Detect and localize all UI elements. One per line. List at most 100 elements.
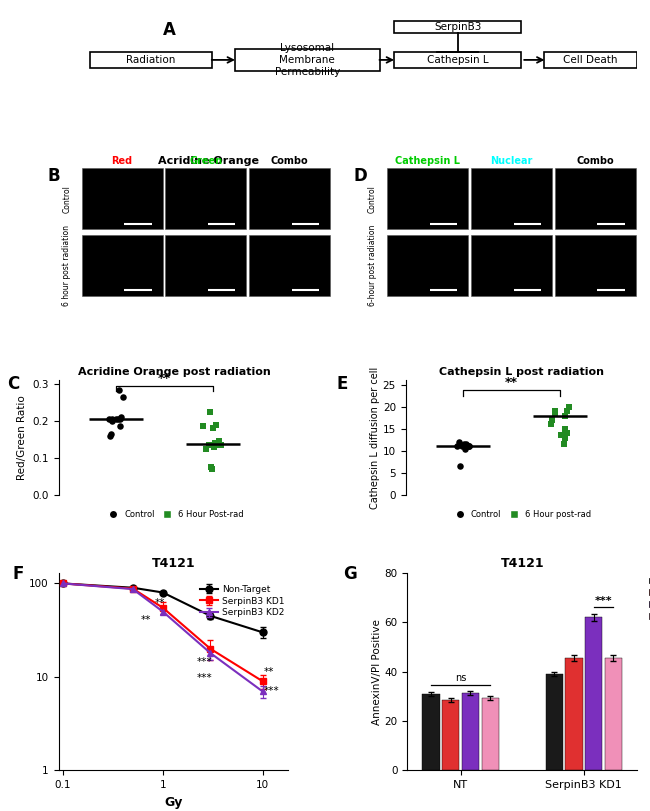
Text: Nuclear: Nuclear xyxy=(490,156,532,165)
Text: **: ** xyxy=(158,372,171,385)
Text: Cathepsin L: Cathepsin L xyxy=(427,55,489,65)
Y-axis label: Red/Green Ratio: Red/Green Ratio xyxy=(17,395,27,480)
Point xyxy=(206,461,216,474)
Point xyxy=(560,431,571,444)
Bar xyxy=(604,658,622,770)
Point xyxy=(460,442,470,455)
Bar xyxy=(165,234,246,295)
FancyBboxPatch shape xyxy=(90,52,212,67)
Point xyxy=(559,438,569,451)
Point xyxy=(460,438,471,451)
Bar xyxy=(422,694,440,770)
FancyBboxPatch shape xyxy=(545,52,637,67)
Bar xyxy=(442,700,460,770)
Bar xyxy=(482,697,499,770)
Point xyxy=(114,383,124,396)
Y-axis label: AnnexinV/PI Positive: AnnexinV/PI Positive xyxy=(372,619,382,724)
Bar xyxy=(554,169,636,230)
Bar xyxy=(165,169,246,230)
Text: 6-hour post radiation: 6-hour post radiation xyxy=(368,225,377,306)
Bar xyxy=(554,234,636,295)
Bar xyxy=(462,693,479,770)
Text: Lysosomal
Membrane
Permeability: Lysosomal Membrane Permeability xyxy=(275,43,340,76)
Point xyxy=(205,406,216,418)
Point xyxy=(212,439,222,452)
Text: ***: *** xyxy=(263,686,280,697)
Text: Combo: Combo xyxy=(270,156,308,165)
X-axis label: Gy: Gy xyxy=(164,796,183,809)
Text: Cathepsin L: Cathepsin L xyxy=(395,156,460,165)
Point xyxy=(560,409,570,422)
Point xyxy=(203,439,214,452)
Legend: Non-Target, SerpinB3 KD1, SerpinB3 KD2: Non-Target, SerpinB3 KD1, SerpinB3 KD2 xyxy=(197,581,288,621)
FancyBboxPatch shape xyxy=(394,52,521,67)
Point xyxy=(115,413,125,426)
Point xyxy=(547,414,558,427)
Legend: Control, 6 Hour Post-rad: Control, 6 Hour Post-rad xyxy=(101,507,247,522)
Text: B: B xyxy=(47,167,60,185)
Point xyxy=(210,436,220,449)
Text: C: C xyxy=(8,375,20,393)
Bar xyxy=(566,658,582,770)
Point xyxy=(118,390,129,403)
Point xyxy=(115,420,125,433)
Point xyxy=(113,413,124,426)
Point xyxy=(207,462,217,475)
Text: G: G xyxy=(343,565,357,583)
Bar xyxy=(387,234,468,295)
Point xyxy=(550,407,560,420)
Point xyxy=(556,429,566,442)
Point xyxy=(455,460,465,473)
Text: Radiation: Radiation xyxy=(126,55,176,65)
Title: Acridine Orange post radiation: Acridine Orange post radiation xyxy=(78,367,270,377)
Point xyxy=(452,440,462,453)
Text: A: A xyxy=(162,21,176,39)
Point xyxy=(214,435,224,448)
Point xyxy=(107,413,117,426)
Point xyxy=(550,405,560,418)
Point xyxy=(463,440,473,453)
Point xyxy=(463,440,474,453)
Point xyxy=(115,410,125,423)
Point xyxy=(562,405,572,418)
Point xyxy=(106,427,116,440)
Text: ***: *** xyxy=(197,673,213,683)
Bar xyxy=(249,234,330,295)
Text: SerpinB3: SerpinB3 xyxy=(434,22,482,32)
Point xyxy=(560,423,570,436)
Text: Control: Control xyxy=(368,185,377,212)
Point xyxy=(208,422,218,435)
Point xyxy=(463,440,474,453)
Bar xyxy=(545,674,563,770)
Y-axis label: Cathepsin L diffusion per cell: Cathepsin L diffusion per cell xyxy=(370,367,380,508)
Point xyxy=(458,438,469,451)
Point xyxy=(211,418,221,431)
Text: Red: Red xyxy=(112,156,133,165)
Text: Green: Green xyxy=(189,156,222,165)
Legend: Control, 6 Hour post-rad: Control, 6 Hour post-rad xyxy=(448,507,594,522)
Bar xyxy=(387,169,468,230)
Point xyxy=(107,414,117,427)
Point xyxy=(209,440,219,453)
Legend: DMSO Control, E64D (30μM), 2 gray, E64D and 2 gray: DMSO Control, E64D (30μM), 2 gray, E64D … xyxy=(645,573,650,624)
Point xyxy=(198,420,209,433)
Bar xyxy=(585,617,603,770)
Point xyxy=(564,401,574,414)
Text: **: ** xyxy=(154,599,164,608)
Point xyxy=(111,413,122,426)
Point xyxy=(201,442,211,455)
Title: T4121: T4121 xyxy=(151,557,195,570)
Text: ns: ns xyxy=(455,673,466,684)
Text: Control: Control xyxy=(62,185,72,212)
FancyBboxPatch shape xyxy=(394,21,521,33)
FancyBboxPatch shape xyxy=(235,49,380,71)
Text: Acridine Orange: Acridine Orange xyxy=(158,156,259,165)
Text: 6 hour post radiation: 6 hour post radiation xyxy=(62,225,72,306)
Title: Cathepsin L post radiation: Cathepsin L post radiation xyxy=(439,367,604,377)
Text: **: ** xyxy=(263,667,274,677)
Text: **: ** xyxy=(505,376,518,389)
Point xyxy=(546,418,556,431)
Text: D: D xyxy=(353,167,367,185)
Text: E: E xyxy=(336,375,348,393)
Point xyxy=(461,440,471,453)
